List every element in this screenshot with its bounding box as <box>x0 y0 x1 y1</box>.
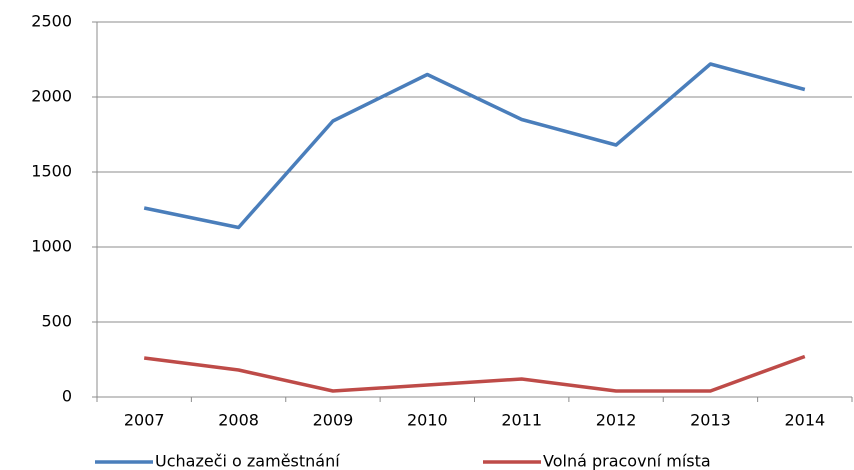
y-tick-label: 1500 <box>31 162 72 181</box>
x-tick-label: 2014 <box>784 411 825 430</box>
x-tick-label: 2009 <box>313 411 354 430</box>
x-tick-label: 2012 <box>596 411 637 430</box>
legend-label: Volná pracovní místa <box>543 452 711 470</box>
y-tick-label: 2000 <box>31 87 72 106</box>
y-tick-label: 2500 <box>31 12 72 31</box>
y-tick-label: 0 <box>62 387 72 406</box>
y-tick-label: 500 <box>41 312 72 331</box>
legend-label: Uchazeči o zaměstnání <box>155 452 340 470</box>
series-line <box>143 354 806 393</box>
y-tick-label: 1000 <box>31 237 72 256</box>
x-tick-label: 2013 <box>690 411 731 430</box>
x-tick-label: 2007 <box>124 411 165 430</box>
x-tick-label: 2008 <box>218 411 259 430</box>
x-tick-label: 2011 <box>501 411 542 430</box>
x-tick-label: 2010 <box>407 411 448 430</box>
series-line <box>143 62 806 230</box>
